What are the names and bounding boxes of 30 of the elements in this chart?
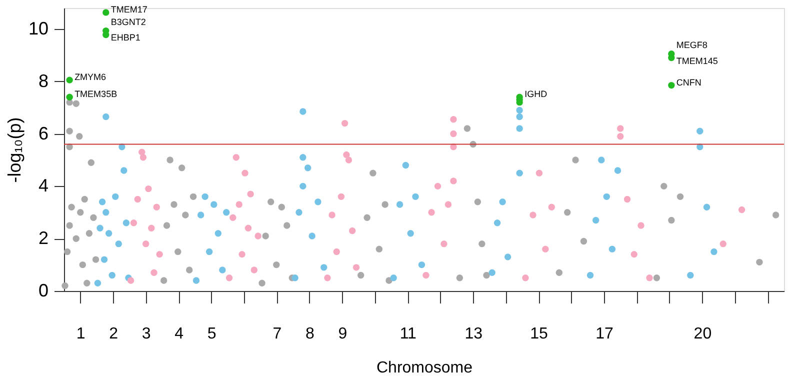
annotation: CNFN [676, 77, 702, 88]
x-tick-label: 2 [109, 326, 118, 342]
annotation: EHBP1 [110, 32, 140, 43]
x-tick-label: 7 [272, 326, 282, 342]
x-tick-label: 8 [306, 326, 314, 342]
annotation: TMEM145 [676, 56, 718, 66]
x-tick-label: 17 [596, 326, 614, 342]
x-tick-label: 4 [174, 326, 184, 342]
annotation: ZMYM6 [74, 72, 106, 82]
x-tick-label: 3 [142, 326, 151, 342]
y-tick-label: 0 [38, 280, 48, 300]
y-tick-label: 8 [38, 70, 48, 91]
y-tick-label: 6 [38, 123, 48, 144]
y-tick-label: 2 [38, 228, 48, 248]
y-tick-label: 10 [28, 18, 48, 38]
x-axis-title: Chromosome [376, 360, 473, 376]
x-tick-label: 15 [530, 326, 548, 342]
x-tick-label: 5 [207, 326, 216, 342]
x-tick-label: 11 [400, 326, 417, 342]
annotation: B3GNT2 [110, 16, 146, 27]
y-tick-label: 4 [38, 176, 48, 196]
annotation: IGHD [524, 89, 548, 100]
annotation: TMEM17 [110, 4, 148, 14]
annotation: TMEM35B [74, 89, 118, 100]
x-tick-label: 9 [338, 326, 348, 342]
x-tick-label: 20 [694, 326, 712, 342]
annotation: MEGF8 [676, 40, 708, 50]
x-tick-label: 13 [464, 326, 483, 342]
x-tick-label: 1 [76, 326, 86, 342]
y-axis-title: -log₁₀(p) [4, 117, 24, 183]
